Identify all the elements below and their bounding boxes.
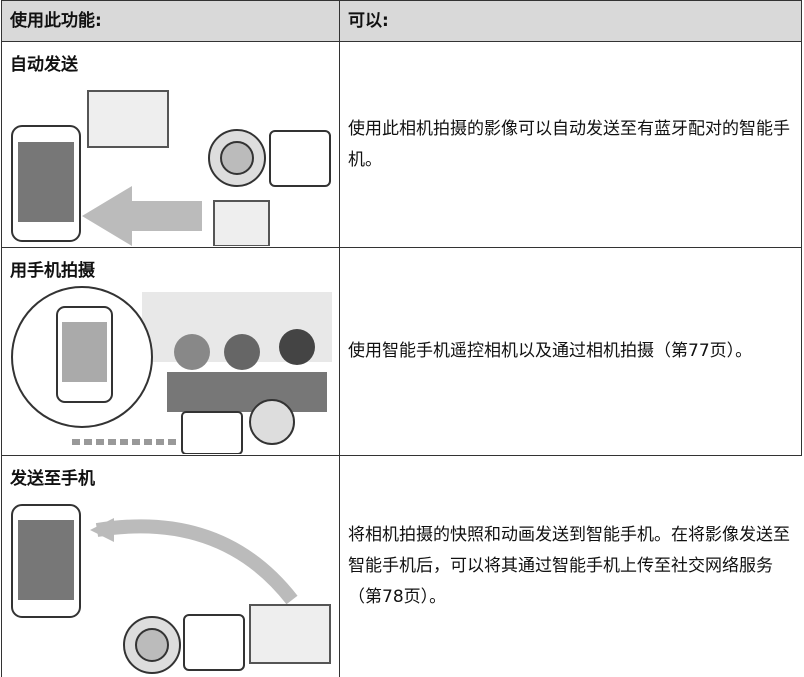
table-row: 发送至手机 将相机拍摄的快照和动画发送到智能手机。在将影像发送至智能手机后，可以… <box>1 455 802 677</box>
header-row: 使用此功能: 可以: <box>1 0 802 41</box>
feature-title: 自动发送 <box>10 55 78 75</box>
table-row: 自动发送 使用此相机拍摄的影像可以自动发送至有蓝牙配对的智能手机。 <box>1 41 802 247</box>
description: 使用智能手机遥控相机以及通过相机拍摄（第77页）。 <box>348 341 753 361</box>
header-cell: 可以: <box>348 11 389 31</box>
table-row: 用手机拍摄 使用智能手机遥控相机以及通过相机拍摄（第77页）。 <box>1 247 802 455</box>
illustration <box>11 504 331 674</box>
illustration <box>11 286 332 454</box>
illustration <box>11 90 331 246</box>
feature-title: 发送至手机 <box>10 469 95 489</box>
feature-cell: 发送至手机 <box>2 456 340 677</box>
feature-cell: 自动发送 <box>2 42 340 247</box>
header-cell: 使用此功能: <box>2 1 340 41</box>
feature-cell: 用手机拍摄 <box>2 248 340 455</box>
description: 将相机拍摄的快照和动画发送到智能手机。在将影像发送至智能手机后，可以将其通过智能… <box>348 525 790 607</box>
description: 使用此相机拍摄的影像可以自动发送至有蓝牙配对的智能手机。 <box>348 118 790 170</box>
feature-title: 用手机拍摄 <box>10 261 95 281</box>
